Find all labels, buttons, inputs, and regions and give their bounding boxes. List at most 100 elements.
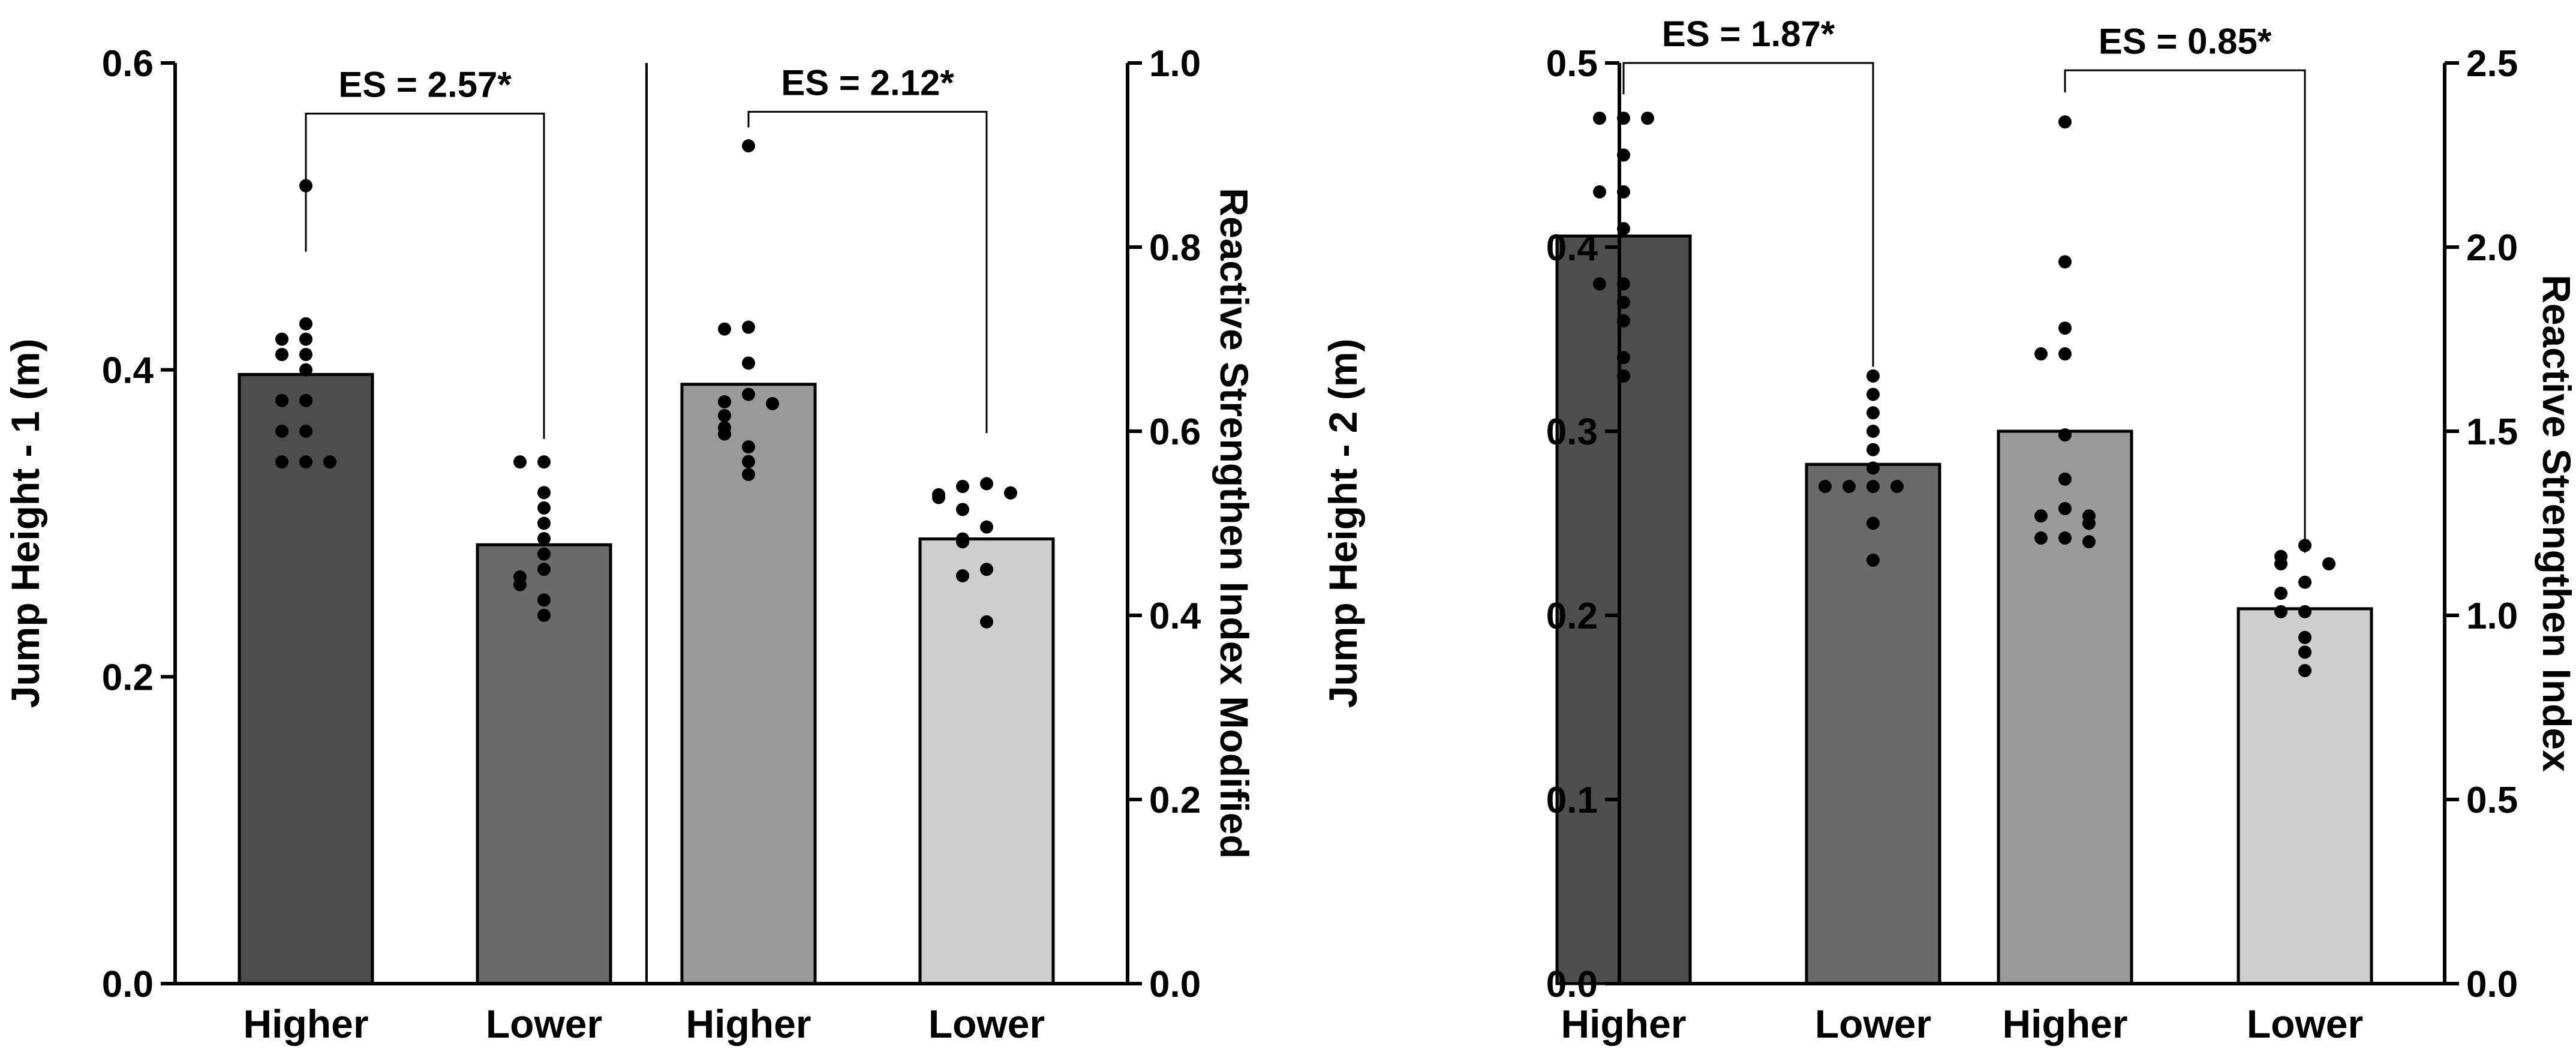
data-point-1-0-2 <box>1641 112 1654 125</box>
data-point-0-0-7 <box>299 393 312 407</box>
data-point-1-3-7 <box>2274 605 2288 618</box>
right-tick-label-1-3: 1.5 <box>2466 411 2518 453</box>
right-axis-title-1: Reactive Strengthen Index <box>2535 275 2576 772</box>
data-point-1-1-3 <box>1866 425 1880 438</box>
data-point-1-2-2 <box>2058 321 2072 335</box>
data-point-0-2-2 <box>718 322 731 336</box>
left-tick-label-1-1: 0.1 <box>1546 780 1598 821</box>
data-point-1-2-8 <box>2034 509 2048 523</box>
data-point-1-1-5 <box>1866 461 1880 475</box>
data-point-1-2-10 <box>2082 516 2096 530</box>
es-label-1-0: ES = 1.87* <box>1662 14 1835 54</box>
es-bracket-1-1 <box>2064 69 2306 553</box>
data-point-0-2-1 <box>742 320 755 334</box>
data-point-1-2-11 <box>2058 531 2072 545</box>
data-point-1-2-13 <box>2082 535 2096 549</box>
right-tick-label-1-2: 1.0 <box>2466 596 2518 637</box>
right-tick-label-0-1: 0.2 <box>1149 780 1201 821</box>
data-point-0-1-4 <box>537 516 551 530</box>
right-tick-label-0-5: 1.0 <box>1149 43 1201 85</box>
data-point-1-3-8 <box>2298 630 2312 644</box>
data-point-1-1-6 <box>1866 480 1880 494</box>
category-label-0-0: Higher <box>243 1002 368 1046</box>
bar-1-0 <box>1555 235 1692 985</box>
data-point-0-2-7 <box>718 408 731 422</box>
right-tick-label-1-0: 0.0 <box>2466 964 2518 1005</box>
right-tick-label-1-4: 2.0 <box>2466 227 2518 269</box>
left-axis-title-1: Jump Height - 2 (m) <box>1321 338 1365 708</box>
es-label-0-1: ES = 2.12* <box>781 62 954 103</box>
data-point-0-0-1 <box>299 317 312 330</box>
bar-0-3 <box>918 537 1055 985</box>
data-point-0-0-4 <box>299 348 312 362</box>
data-point-1-1-4 <box>1866 443 1880 456</box>
es-bracket-1-0 <box>1622 62 1874 367</box>
es-label-0-0: ES = 2.57* <box>338 64 512 104</box>
category-label-1-1: Lower <box>1815 1002 1931 1046</box>
data-point-0-3-4 <box>932 491 945 504</box>
data-point-0-0-10 <box>275 425 288 438</box>
data-point-0-0-6 <box>299 363 312 377</box>
data-point-0-2-5 <box>718 395 731 408</box>
data-point-0-1-5 <box>537 532 551 546</box>
data-point-1-1-9 <box>1818 480 1832 494</box>
right-tick-label-0-2: 0.4 <box>1149 596 1201 637</box>
data-point-0-2-4 <box>742 387 755 401</box>
data-point-1-1-0 <box>1866 369 1880 383</box>
data-point-1-1-7 <box>1842 480 1856 494</box>
right-tick-label-1-5: 2.5 <box>2466 43 2518 85</box>
category-label-0-2: Higher <box>686 1002 811 1046</box>
data-point-0-3-8 <box>956 535 969 549</box>
data-point-0-2-0 <box>742 139 755 153</box>
left-tick-label-1-2: 0.2 <box>1546 596 1598 637</box>
data-point-0-3-6 <box>980 520 993 534</box>
category-label-0-1: Lower <box>486 1002 602 1046</box>
left-tick-label-0-0: 0.0 <box>102 964 154 1005</box>
data-point-0-1-6 <box>537 547 551 561</box>
data-point-0-2-12 <box>742 468 755 482</box>
data-point-1-1-8 <box>1890 480 1904 494</box>
data-point-0-0-13 <box>323 455 336 469</box>
data-point-1-2-0 <box>2058 115 2072 129</box>
data-point-1-3-6 <box>2298 605 2312 618</box>
es-label-1-1: ES = 0.85* <box>2099 21 2272 61</box>
data-point-0-3-11 <box>980 615 993 629</box>
es-bracket-0-1 <box>747 110 988 434</box>
data-point-1-2-7 <box>2058 501 2072 515</box>
data-point-1-2-5 <box>2058 428 2072 442</box>
left-tick-label-0-3: 0.6 <box>102 43 154 85</box>
data-point-1-2-12 <box>2034 531 2048 545</box>
data-point-1-0-8 <box>1593 277 1606 291</box>
data-point-1-3-3 <box>2322 557 2335 571</box>
data-point-0-3-5 <box>956 503 969 516</box>
data-point-0-2-6 <box>766 396 779 410</box>
data-point-0-0-2 <box>299 332 312 346</box>
left-tick-label-1-3: 0.3 <box>1546 411 1598 453</box>
bar-0-0 <box>238 372 374 985</box>
category-label-1-3: Lower <box>2247 1002 2363 1046</box>
data-point-1-3-4 <box>2298 575 2312 589</box>
data-point-1-1-11 <box>1866 553 1880 567</box>
category-label-1-2: Higher <box>2002 1002 2127 1046</box>
data-point-0-0-12 <box>275 455 288 469</box>
right-tick-label-0-4: 0.8 <box>1149 227 1201 269</box>
left-tick-label-1-5: 0.5 <box>1546 43 1598 85</box>
left-tick-label-0-2: 0.4 <box>102 350 154 392</box>
bar-1-1 <box>1805 462 1941 985</box>
right-tick-label-1-1: 0.5 <box>2466 780 2518 821</box>
data-point-0-0-11 <box>299 455 312 469</box>
data-point-1-1-10 <box>1866 516 1880 530</box>
data-point-0-0-9 <box>299 425 312 438</box>
category-label-0-3: Lower <box>928 1002 1045 1046</box>
data-point-1-3-2 <box>2274 557 2288 571</box>
data-point-0-3-0 <box>980 477 993 491</box>
data-point-0-2-9 <box>718 427 731 441</box>
left-tick-label-1-0: 0.0 <box>1546 964 1598 1005</box>
es-bracket-0-0 <box>305 112 545 439</box>
right-tick-label-0-0: 0.0 <box>1149 964 1201 1005</box>
data-point-1-2-1 <box>2058 255 2072 269</box>
data-point-1-3-10 <box>2298 664 2312 678</box>
bar-0-2 <box>680 383 817 985</box>
